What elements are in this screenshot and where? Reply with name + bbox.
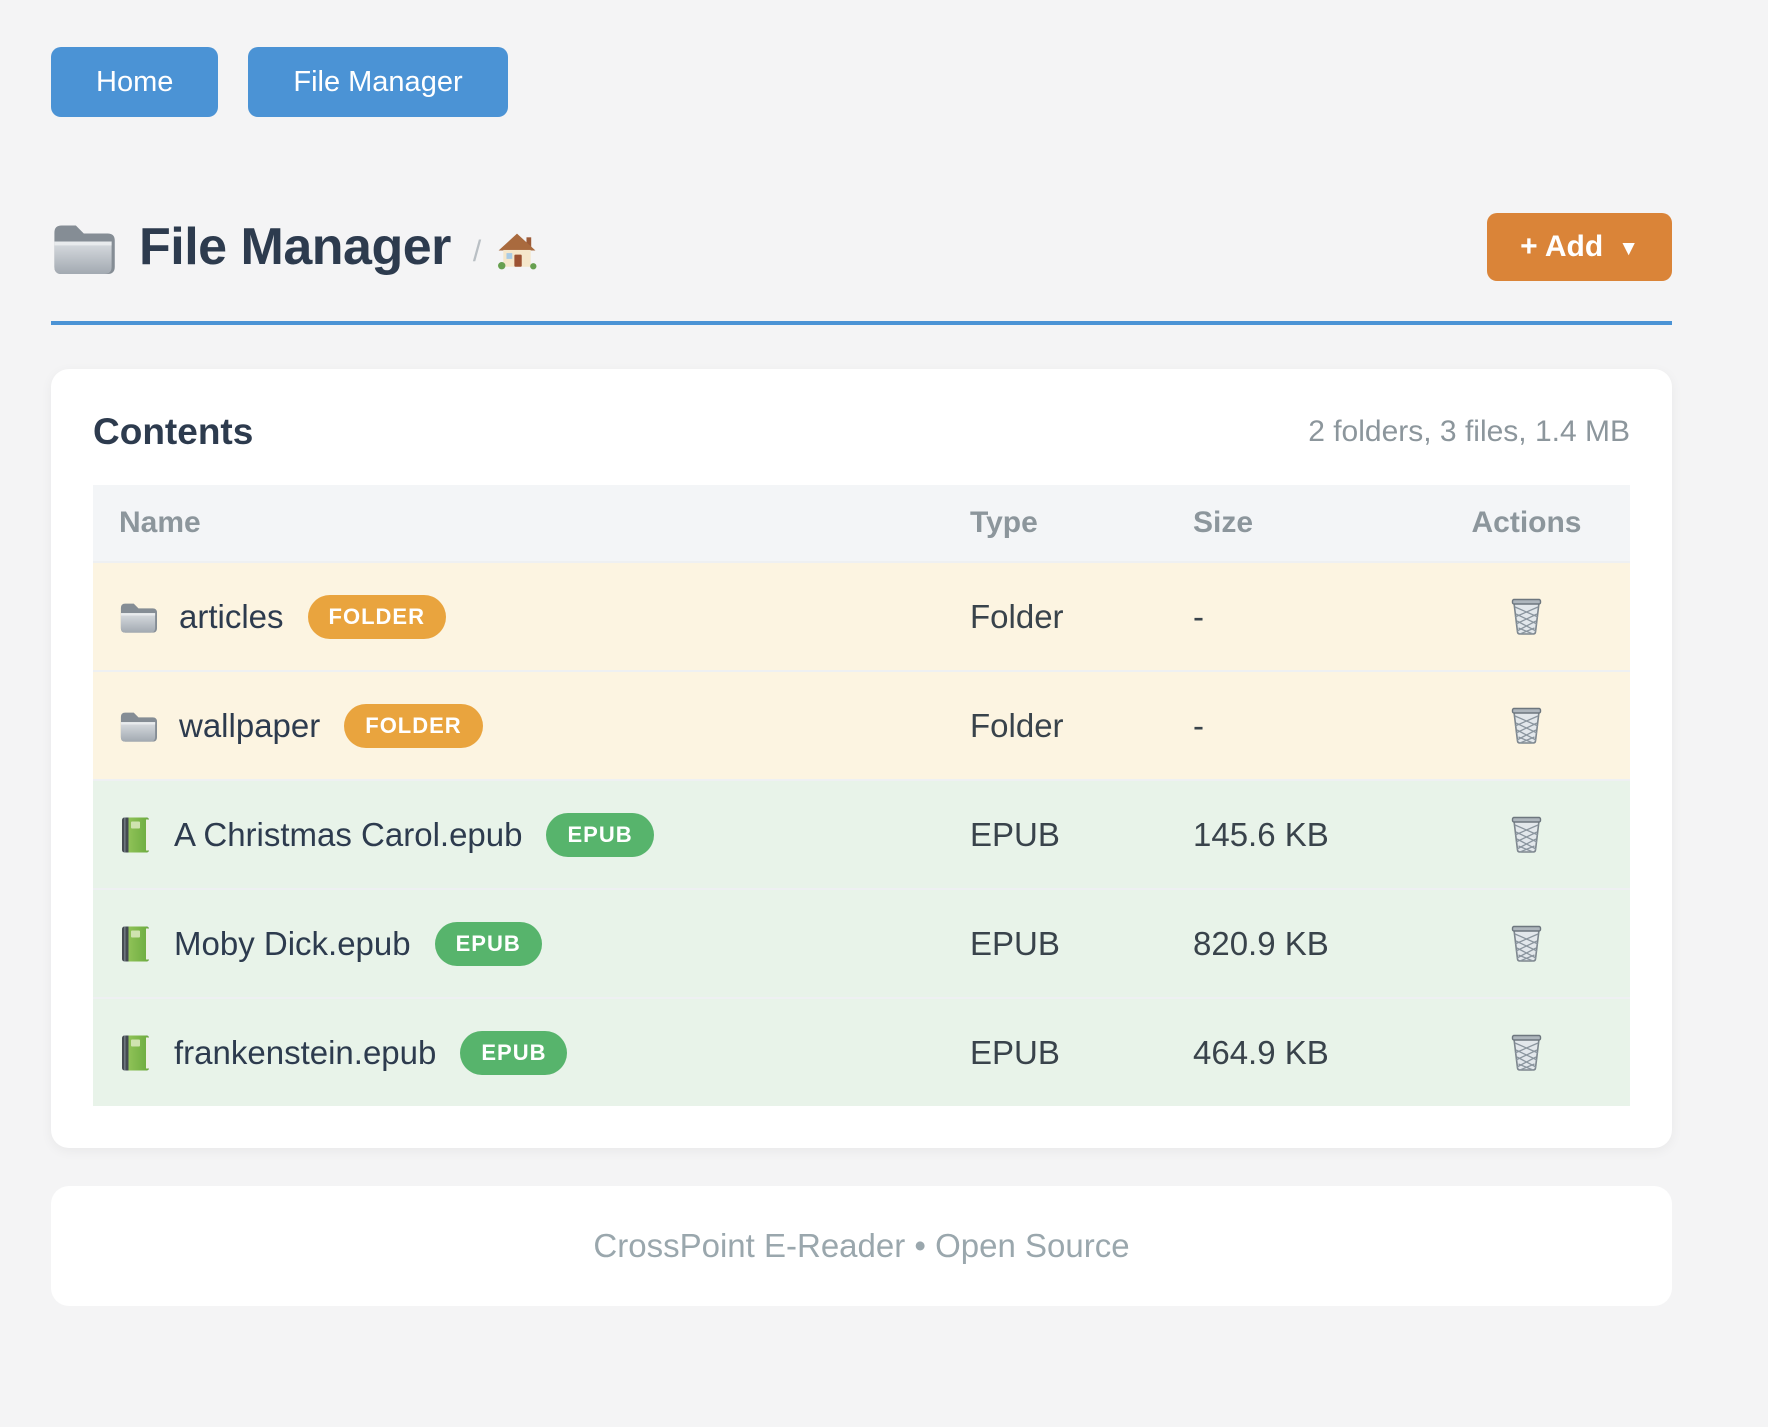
size-cell: 145.6 KB (1193, 815, 1329, 853)
folder-icon (51, 220, 115, 274)
green-book-icon (119, 816, 152, 854)
type-badge: EPUB (546, 812, 654, 857)
size-cell: - (1193, 706, 1204, 744)
file-manager-button[interactable]: File Manager (248, 47, 508, 117)
delete-button[interactable] (1505, 591, 1548, 639)
size-cell: - (1193, 597, 1204, 635)
add-button-label: + Add (1520, 230, 1604, 263)
file-name-link[interactable]: wallpaper (179, 706, 321, 744)
column-header-type: Type (970, 506, 1038, 539)
column-header-actions: Actions (1471, 506, 1582, 539)
size-cell: 464.9 KB (1193, 1033, 1329, 1071)
column-header-name: Name (119, 506, 201, 539)
green-book-icon (119, 925, 152, 963)
name-cell: wallpaper FOLDER (93, 703, 970, 748)
footer-card: CrossPoint E-Reader • Open Source (51, 1186, 1672, 1306)
actions-cell (1505, 591, 1548, 643)
file-name-link[interactable]: A Christmas Carol.epub (174, 815, 523, 853)
chevron-down-icon: ▼ (1618, 236, 1639, 260)
type-badge: EPUB (460, 1030, 568, 1075)
page-title: File Manager (139, 218, 451, 276)
delete-button[interactable] (1505, 918, 1548, 966)
name-cell: Moby Dick.epub EPUB (93, 921, 970, 966)
name-cell: frankenstein.epub EPUB (93, 1030, 970, 1075)
wastebasket-icon (1509, 922, 1544, 962)
table-row: Moby Dick.epub EPUB EPUB 820.9 KB (93, 888, 1630, 997)
type-cell: Folder (970, 597, 1064, 635)
wastebasket-icon (1509, 813, 1544, 853)
title-breadcrumb: File Manager / (51, 217, 537, 277)
wastebasket-icon (1509, 1031, 1544, 1071)
file-name-link[interactable]: frankenstein.epub (174, 1033, 437, 1071)
wastebasket-icon (1509, 595, 1544, 635)
delete-button[interactable] (1505, 1027, 1548, 1075)
page-header: File Manager / + Add ▼ (51, 213, 1672, 281)
type-badge: FOLDER (344, 703, 483, 748)
footer-text: CrossPoint E-Reader • Open Source (593, 1227, 1130, 1264)
type-badge: EPUB (434, 921, 542, 966)
actions-cell (1505, 918, 1548, 970)
folder-icon (119, 709, 157, 742)
wastebasket-icon (1509, 704, 1544, 744)
table-body: articles FOLDER Folder - wallpaper FOLDE… (93, 561, 1630, 1106)
type-badge: FOLDER (307, 594, 446, 639)
file-name-link[interactable]: Moby Dick.epub (174, 924, 411, 962)
house-icon[interactable] (497, 232, 537, 270)
contents-summary: 2 folders, 3 files, 1.4 MB (1308, 415, 1630, 448)
table-row: wallpaper FOLDER Folder - (93, 670, 1630, 779)
type-cell: EPUB (970, 1033, 1060, 1071)
table-row: frankenstein.epub EPUB EPUB 464.9 KB (93, 997, 1630, 1106)
card-header: Contents 2 folders, 3 files, 1.4 MB (93, 411, 1630, 453)
name-cell: A Christmas Carol.epub EPUB (93, 812, 970, 857)
actions-cell (1505, 809, 1548, 861)
header-divider (51, 321, 1672, 325)
add-button[interactable]: + Add ▼ (1487, 213, 1672, 281)
green-book-icon (119, 1034, 152, 1072)
size-cell: 820.9 KB (1193, 924, 1329, 962)
breadcrumb-separator: / (472, 235, 482, 268)
delete-button[interactable] (1505, 809, 1548, 857)
table-row: articles FOLDER Folder - (93, 561, 1630, 670)
top-nav: Home File Manager (51, 47, 1672, 117)
file-table: Name Type Size Actions articles FOLDER F… (93, 485, 1630, 1106)
actions-cell (1505, 1027, 1548, 1079)
folder-icon (119, 600, 157, 633)
file-name-link[interactable]: articles (179, 597, 284, 635)
column-header-size: Size (1193, 506, 1254, 539)
page-content: Home File Manager File Manager / + Add ▼… (51, 47, 1672, 1306)
home-button[interactable]: Home (51, 47, 219, 117)
actions-cell (1505, 700, 1548, 752)
type-cell: Folder (970, 706, 1064, 744)
table-row: A Christmas Carol.epub EPUB EPUB 145.6 K… (93, 779, 1630, 888)
contents-heading: Contents (93, 411, 254, 452)
delete-button[interactable] (1505, 700, 1548, 748)
name-cell: articles FOLDER (93, 594, 970, 639)
type-cell: EPUB (970, 924, 1060, 962)
type-cell: EPUB (970, 815, 1060, 853)
contents-card: Contents 2 folders, 3 files, 1.4 MB Name… (51, 369, 1672, 1148)
table-header-row: Name Type Size Actions (93, 485, 1630, 561)
